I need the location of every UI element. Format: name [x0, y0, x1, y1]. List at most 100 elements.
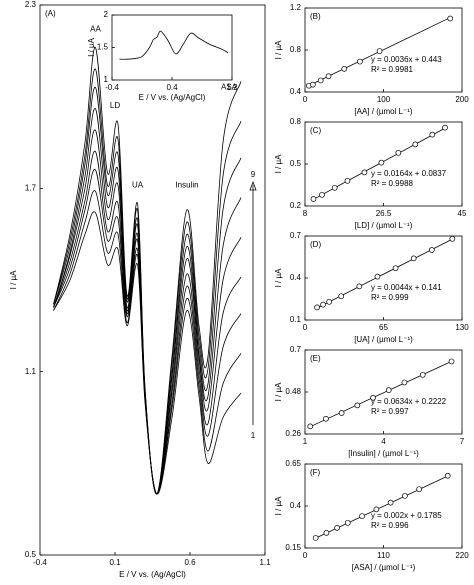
data-point [359, 513, 365, 519]
y-axis-label: I / µA [274, 40, 283, 60]
y-tick-label: 0.7 [290, 345, 302, 354]
data-point [310, 81, 316, 88]
fit-equation: y = 0.0164x + 0.0837 [371, 169, 447, 178]
x-tick-label: 1.1 [259, 558, 271, 567]
y-tick-label: 0.2 [290, 201, 302, 210]
arrow-label: 9 [251, 170, 256, 179]
fit-r2: R² = 0.999 [371, 293, 409, 302]
x-axis-label: [Insulin] / (µmol L⁻¹) [348, 449, 419, 458]
x-tick-label: -0.4 [33, 558, 47, 567]
x-tick-label: 0.6 [184, 558, 196, 567]
data-point [385, 387, 392, 393]
arrow-head [249, 180, 257, 191]
data-point [376, 48, 383, 54]
curve [53, 190, 242, 495]
data-point [326, 298, 333, 305]
fit-r2: R² = 0.9981 [371, 65, 414, 74]
data-point [344, 519, 351, 526]
curve [53, 47, 242, 495]
data-point [401, 379, 408, 386]
data-point [402, 493, 408, 499]
data-point [312, 535, 319, 541]
peak-label: Insulin [175, 180, 198, 189]
data-point [314, 304, 320, 311]
data-point [370, 394, 376, 401]
panel-label: (B) [310, 12, 321, 21]
y-tick-label: 1 [104, 75, 109, 84]
y-tick-label: 2.3 [25, 0, 37, 9]
x-tick-label: 200 [455, 95, 469, 104]
data-point [317, 77, 324, 84]
panel-label: (D) [310, 240, 321, 249]
data-point [354, 402, 361, 409]
y-axis-label: I / µA [9, 270, 18, 290]
fit-equation: y = 0.0044x + 0.141 [371, 283, 442, 292]
data-point [448, 358, 455, 365]
x-tick-label: -0.4 [105, 83, 119, 92]
data-point [373, 506, 380, 513]
plot-frame [111, 14, 233, 81]
x-tick-label: 0 [303, 95, 308, 104]
data-point [392, 265, 399, 272]
panel-label: (F) [310, 468, 321, 477]
y-tick-label: 0.7 [290, 231, 302, 240]
peak-label: UA [132, 180, 144, 189]
x-tick-label: 8 [303, 209, 308, 218]
x-tick-label: 0.1 [109, 558, 121, 567]
data-point [338, 410, 345, 416]
data-point [319, 191, 325, 198]
y-tick-label: 1.5 [97, 43, 109, 52]
data-point [331, 184, 338, 191]
y-tick-label: 1.2 [290, 3, 302, 12]
data-point [344, 177, 351, 184]
data-point [338, 293, 345, 300]
x-tick-label: 0 [303, 323, 308, 332]
x-axis-label: [UA] / (µmol L⁻¹) [354, 335, 413, 344]
fit-line [310, 360, 452, 428]
y-tick-label: 0.5 [25, 550, 37, 559]
x-axis-label: E / V vs. (Ag/AgCl) [119, 570, 186, 579]
data-point [374, 273, 381, 280]
panel-label: (A) [45, 9, 56, 18]
arrow-label: 1 [251, 431, 256, 440]
panel-label: (C) [310, 126, 321, 135]
y-axis-label: I / µA [274, 496, 283, 516]
data-point [442, 124, 448, 131]
y-tick-label: 1.1 [25, 367, 37, 376]
data-point [357, 58, 363, 65]
x-tick-label: 130 [455, 323, 469, 332]
x-tick-label: 65 [379, 323, 388, 332]
x-axis-label: E / V vs. (Ag/AgCl) [139, 93, 206, 102]
y-tick-label: 0.48 [285, 387, 301, 396]
y-tick-label: 2 [104, 10, 109, 19]
x-tick-label: 100 [377, 95, 391, 104]
plot-frame [304, 235, 463, 321]
fit-r2: R² = 0.9988 [371, 179, 414, 188]
x-tick-label: 1 [303, 437, 308, 446]
data-point [325, 73, 332, 80]
plot-frame [39, 4, 266, 556]
fit-r2: R² = 0.997 [371, 407, 409, 416]
data-point [356, 283, 363, 290]
panel-label: (E) [310, 354, 321, 363]
data-point [412, 141, 419, 148]
y-axis-label: I / µA [274, 154, 283, 174]
data-point [387, 499, 394, 506]
data-point [410, 255, 417, 262]
peak-label: LD [110, 101, 120, 110]
y-tick-label: 1.7 [25, 183, 37, 192]
data-point [361, 169, 368, 176]
x-tick-label: 7 [460, 437, 465, 446]
data-point [447, 15, 454, 22]
plot-frame [304, 349, 463, 435]
data-point [419, 371, 426, 378]
fit-equation: y = 0.0634x + 0.2222 [371, 397, 447, 406]
y-tick-label: 0.8 [290, 45, 302, 54]
x-tick-label: 220 [455, 551, 469, 560]
y-axis-label: I / µA [274, 382, 283, 402]
y-tick-label: 0.4 [290, 273, 302, 282]
x-tick-label: 0.4 [166, 83, 178, 92]
y-axis-label: I / µA [274, 268, 283, 288]
y-tick-label: 0.4 [290, 501, 302, 510]
